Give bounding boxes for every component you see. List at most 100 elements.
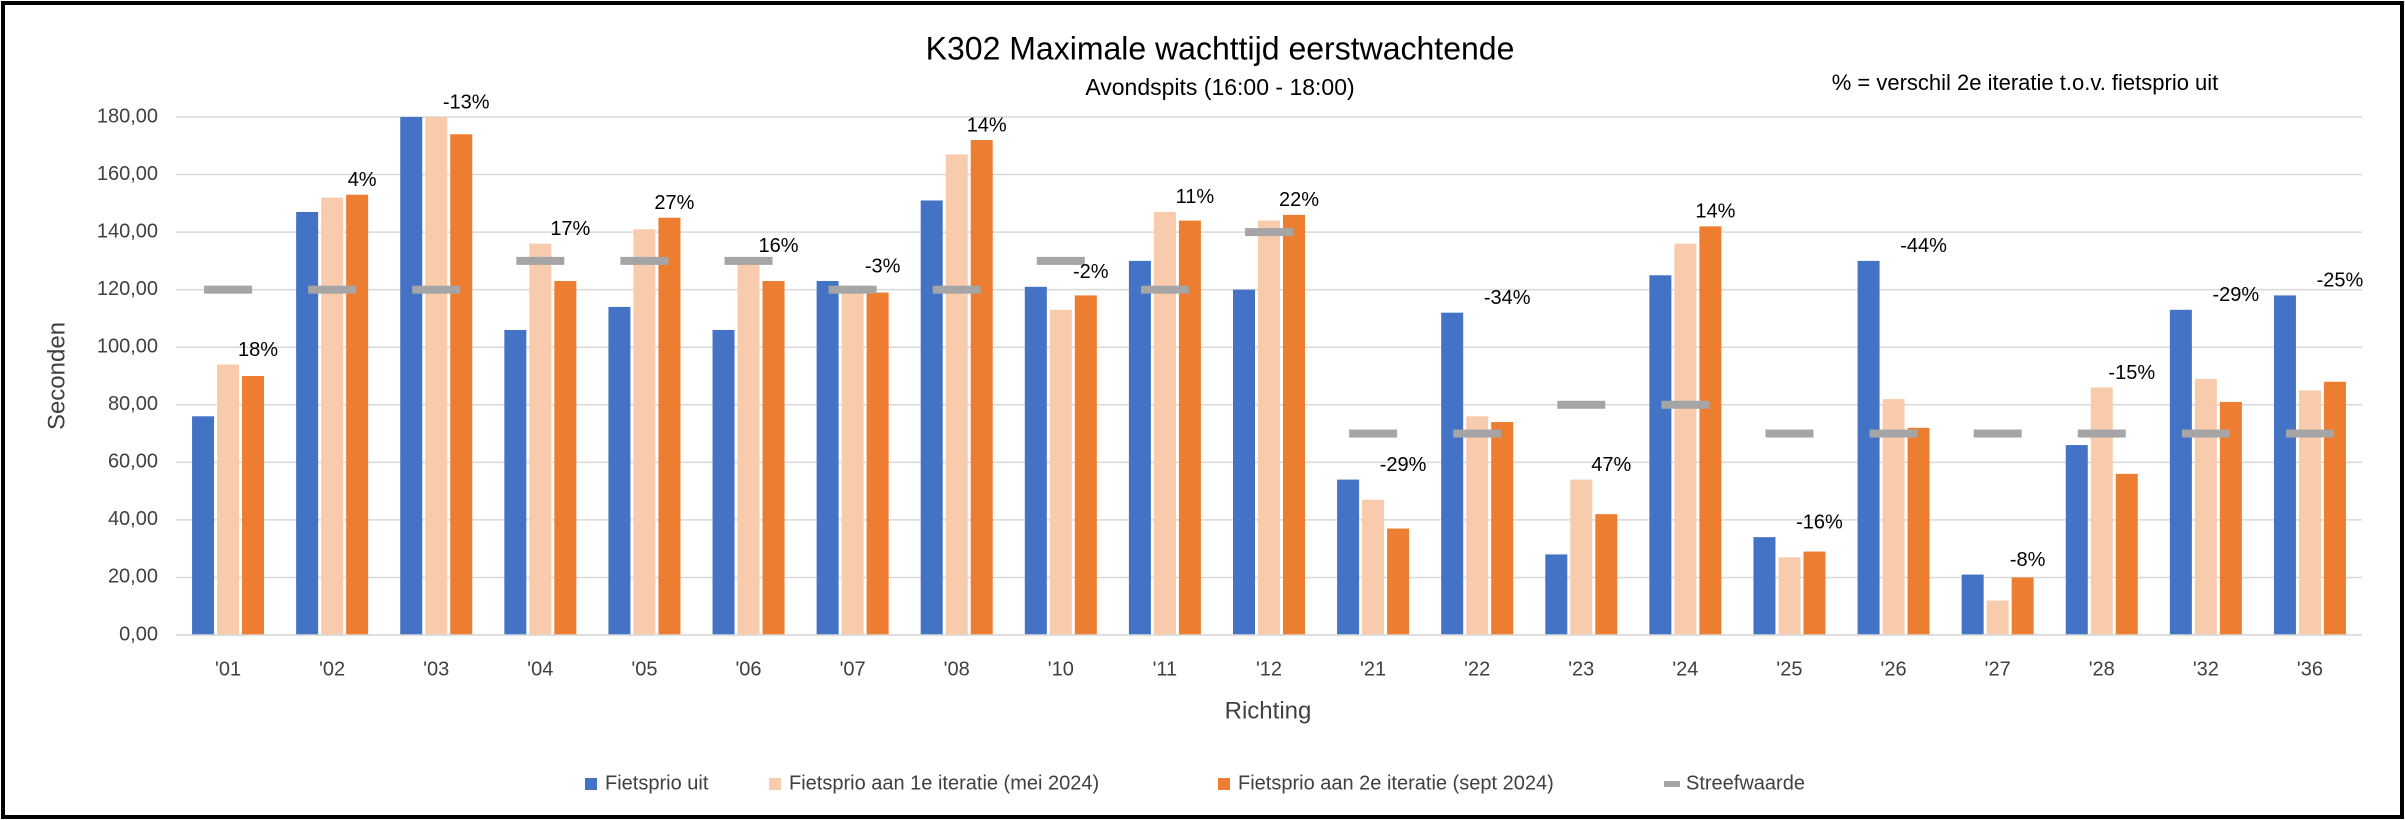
x-tick-label: '04 <box>527 658 553 680</box>
bar <box>1545 554 1568 635</box>
legend-label: Fietsprio aan 2e iteratie (sept 2024) <box>1238 772 1554 794</box>
target-marker <box>1869 429 1918 438</box>
chart-note: % = verschil 2e iteratie t.o.v. fietspri… <box>1832 70 2219 95</box>
x-tick-label: '27 <box>1985 658 2011 680</box>
x-tick-label: '32 <box>2193 658 2219 680</box>
target-marker <box>2181 429 2230 438</box>
difference-label: -29% <box>2213 284 2260 306</box>
bar <box>1857 260 1880 635</box>
bar <box>1986 600 2009 635</box>
x-tick-label: '21 <box>1360 658 1386 680</box>
bar <box>1233 289 1255 635</box>
target-marker <box>1765 429 1814 438</box>
chart-subtitle: Avondspits (16:00 - 18:00) <box>1085 74 1354 100</box>
bar <box>737 260 760 635</box>
x-axis-label: Richting <box>1225 697 1312 724</box>
difference-label: 16% <box>759 235 799 257</box>
bar <box>2090 387 2113 635</box>
x-tick-label: '05 <box>631 658 657 680</box>
difference-label: 4% <box>348 169 377 191</box>
bar <box>554 281 577 635</box>
x-tick-label: '26 <box>1881 658 1907 680</box>
x-tick-label: '08 <box>944 658 970 680</box>
legend-marker <box>585 778 597 790</box>
bar <box>1753 537 1776 635</box>
y-tick-label: 0,00 <box>119 623 158 645</box>
difference-label: -2% <box>1073 261 1109 283</box>
legend-marker <box>1664 781 1680 787</box>
difference-label: 18% <box>238 339 278 361</box>
bar <box>1699 226 1722 635</box>
target-marker <box>2077 429 2126 438</box>
bar <box>608 306 631 635</box>
y-tick-label: 60,00 <box>108 451 158 473</box>
y-tick-label: 80,00 <box>108 393 158 415</box>
bar <box>2323 381 2346 635</box>
bar <box>1778 557 1801 635</box>
x-tick-label: '03 <box>423 658 449 680</box>
bar <box>2194 378 2217 635</box>
bar <box>1595 514 1618 635</box>
bar <box>2011 577 2034 635</box>
difference-label: 22% <box>1279 189 1319 211</box>
difference-label: -3% <box>865 255 901 277</box>
bar <box>321 197 344 636</box>
bar <box>762 281 785 635</box>
bar <box>1803 551 1826 635</box>
bar <box>1153 211 1176 635</box>
difference-label: -44% <box>1900 235 1947 257</box>
chart-title: K302 Maximale wachttijd eerstwachtende <box>926 30 1515 66</box>
x-tick-label: '28 <box>2089 658 2115 680</box>
bar <box>425 117 448 635</box>
difference-label: -8% <box>2010 549 2046 571</box>
target-marker <box>1973 429 2022 438</box>
legend-marker <box>769 778 781 790</box>
difference-label: -29% <box>1380 454 1427 476</box>
bar <box>970 140 993 635</box>
bar <box>866 292 889 635</box>
difference-label: 14% <box>967 114 1007 136</box>
y-tick-label: 20,00 <box>108 566 158 588</box>
bar <box>529 243 552 635</box>
bar <box>920 200 943 635</box>
bar <box>296 211 319 635</box>
difference-label: -13% <box>443 91 490 113</box>
target-marker <box>412 285 461 294</box>
difference-label: -15% <box>2108 362 2155 384</box>
bar <box>2273 295 2296 635</box>
y-tick-label: 100,00 <box>97 336 158 358</box>
target-marker <box>828 285 877 294</box>
bar <box>1466 416 1489 635</box>
bar <box>1024 286 1047 635</box>
legend-marker <box>1218 778 1230 790</box>
bar <box>1882 399 1905 635</box>
y-tick-label: 180,00 <box>97 105 158 127</box>
difference-label: -16% <box>1796 511 1843 533</box>
bar <box>1074 295 1097 635</box>
target-marker <box>724 256 773 265</box>
y-tick-label: 160,00 <box>97 163 158 185</box>
bar <box>2065 445 2088 635</box>
target-marker <box>1349 429 1398 438</box>
bar <box>242 376 265 635</box>
x-tick-label: '12 <box>1256 658 1282 680</box>
bar <box>400 117 423 635</box>
bar <box>2169 309 2192 635</box>
target-marker <box>2285 429 2334 438</box>
bar <box>1337 479 1360 635</box>
x-tick-label: '11 <box>1153 658 1178 680</box>
bar <box>1128 260 1151 635</box>
target-marker <box>1036 256 1085 265</box>
x-tick-label: '06 <box>735 658 761 680</box>
y-axis-label: Seconden <box>43 322 70 430</box>
bar <box>1049 309 1072 635</box>
bar <box>658 217 681 635</box>
legend-label: Streefwaarde <box>1686 772 1805 794</box>
x-tick-label: '22 <box>1464 658 1490 680</box>
bar <box>841 289 864 635</box>
bar <box>633 229 656 635</box>
target-marker <box>516 256 565 265</box>
y-tick-label: 40,00 <box>108 508 158 530</box>
difference-label: 27% <box>654 192 694 214</box>
